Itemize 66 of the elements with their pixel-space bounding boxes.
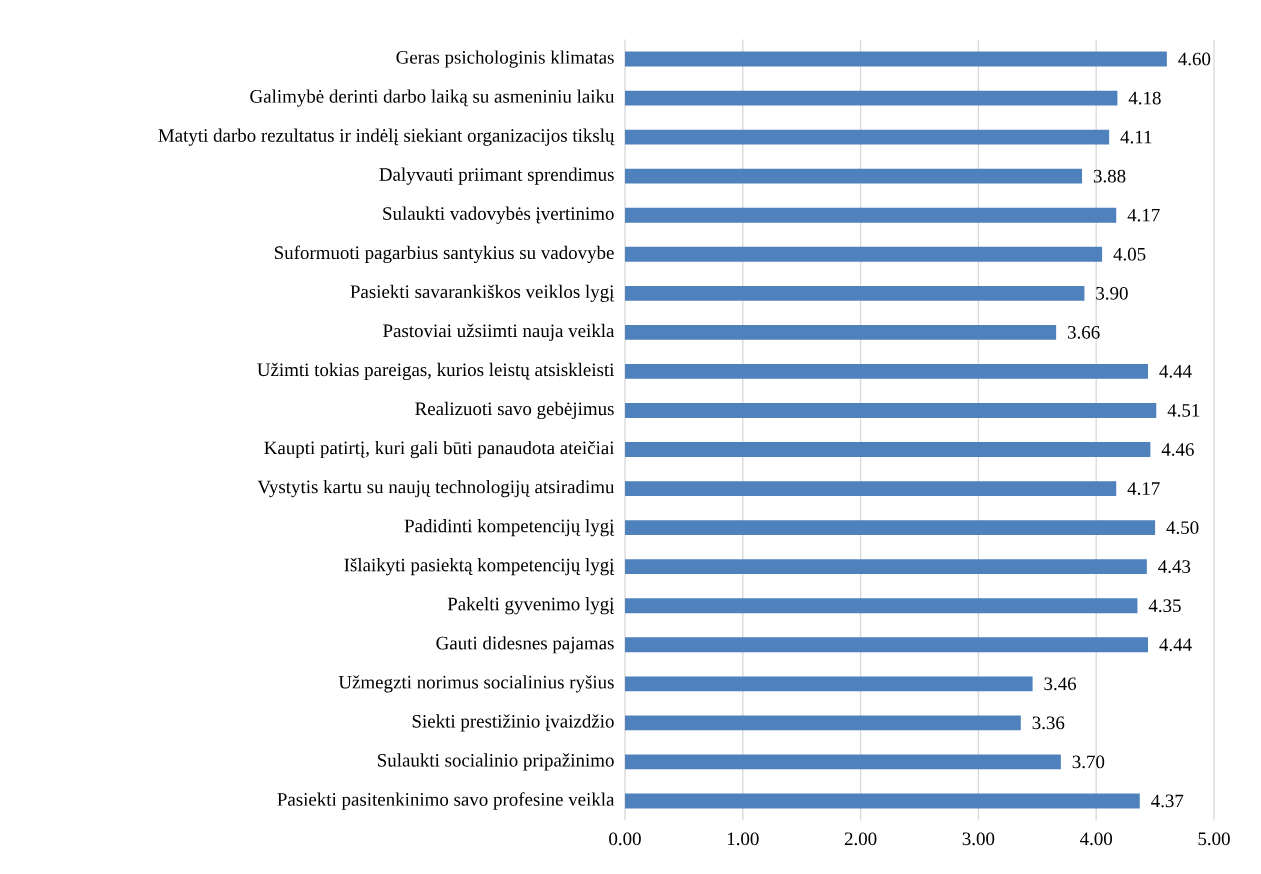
y-tick-label: Suformuoti pagarbius santykius su vadovybe xyxy=(274,245,614,263)
bar xyxy=(625,246,1103,262)
bar xyxy=(625,793,1140,809)
y-tick-label: Padidinti kompetencijų lygį xyxy=(404,519,615,537)
data-label: 3.36 xyxy=(1032,716,1065,730)
data-label: 3.70 xyxy=(1072,755,1105,769)
data-label: 4.60 xyxy=(1178,52,1211,66)
bar xyxy=(625,442,1151,457)
y-tick-label: Sulaukti vadovybės įvertinimo xyxy=(383,206,614,224)
data-label: 4.51 xyxy=(1167,404,1200,417)
data-label: 4.37 xyxy=(1151,794,1184,808)
bar xyxy=(625,637,1149,653)
y-tick-label: Matyti darbo rezultatus ir indėlį siekiant organizacijos tikslų xyxy=(158,128,615,146)
y-tick-label: Vystytis kartu su naujų technologijų atsiradimu xyxy=(257,479,615,498)
data-label: 4.17 xyxy=(1127,482,1160,495)
bar xyxy=(625,481,1117,496)
bar xyxy=(625,676,1033,692)
data-label: 3.90 xyxy=(1096,286,1128,300)
bar xyxy=(625,403,1157,418)
data-label: 3.88 xyxy=(1093,169,1126,183)
bar xyxy=(625,364,1149,379)
bar xyxy=(625,207,1117,223)
y-tick-label: Realizuoti savo gebėjimus xyxy=(415,401,614,420)
bar xyxy=(625,51,1167,67)
data-label: 4.50 xyxy=(1166,521,1199,535)
bar xyxy=(625,324,1057,340)
y-tick-label: Pastoviai užsiimti nauja veikla xyxy=(383,323,615,341)
bar xyxy=(625,715,1021,731)
x-tick-label: 2.00 xyxy=(844,832,877,846)
y-tick-label: Galimybė derinti darbo laiką su asmeniniu laiku xyxy=(250,89,615,107)
data-label: 4.05 xyxy=(1113,247,1146,261)
bar xyxy=(625,285,1085,301)
y-tick-label: Gauti didesnes pajamas xyxy=(436,636,614,654)
bar xyxy=(625,90,1118,106)
data-label: 3.66 xyxy=(1067,325,1100,339)
bar xyxy=(625,598,1138,614)
x-tick-label: 1.00 xyxy=(727,832,759,846)
y-tick-label: Siekti prestižinio įvaizdžio xyxy=(412,714,614,732)
data-label: 4.44 xyxy=(1159,365,1192,378)
y-tick-label: Išlaikyti pasiektą kompetencijų lygį xyxy=(344,558,615,576)
bar xyxy=(625,559,1147,575)
bar xyxy=(625,129,1110,145)
data-label: 4.35 xyxy=(1148,599,1181,613)
y-tick-label: Kaupti patirtį, kuri gali būti panaudota ateičiai xyxy=(264,440,615,459)
y-tick-label: Pakelti gyvenimo lygį xyxy=(447,597,615,615)
data-label: 4.44 xyxy=(1159,638,1192,652)
y-tick-label: Užmegzti norimus socialinius ryšius xyxy=(338,675,614,693)
x-tick-label: 5.00 xyxy=(1198,832,1230,846)
data-label: 3.46 xyxy=(1044,677,1077,691)
data-label: 4.46 xyxy=(1161,443,1194,456)
x-tick-label: 0.00 xyxy=(609,832,641,846)
y-tick-label: Sulaukti socialinio pripažinimo xyxy=(378,753,614,771)
y-tick-label: Pasiekti savarankiškos veiklos lygį xyxy=(350,284,615,302)
data-label: 4.18 xyxy=(1128,91,1161,105)
bar xyxy=(625,168,1083,184)
x-tick-label: 4.00 xyxy=(1080,832,1113,846)
bar xyxy=(625,520,1156,536)
y-tick-label: Geras psichologinis klimatas xyxy=(396,50,614,68)
y-tick-label: Pasiekti pasitenkinimo savo profesine veikla xyxy=(277,792,615,810)
data-label: 4.11 xyxy=(1120,130,1152,144)
y-tick-label: Dalyvauti priimant sprendimus xyxy=(379,167,614,185)
bar xyxy=(625,754,1061,770)
data-label: 4.17 xyxy=(1127,208,1160,222)
data-label: 4.43 xyxy=(1158,560,1191,574)
x-tick-label: 3.00 xyxy=(962,832,995,846)
y-tick-label: Užimti tokias pareigas, kurios leistų atsiskleisti xyxy=(257,362,615,381)
